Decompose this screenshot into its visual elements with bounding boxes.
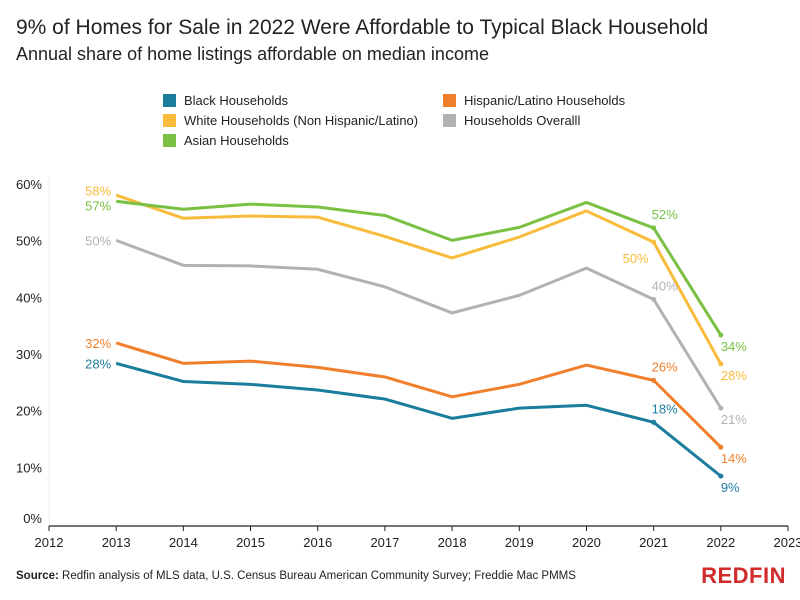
x-tick-label: 2022 <box>706 535 735 550</box>
x-tick-label: 2020 <box>572 535 601 550</box>
x-tick-label: 2015 <box>236 535 265 550</box>
legend-label: Asian Households <box>184 132 289 148</box>
data-label: 50% <box>623 251 649 266</box>
data-label: 26% <box>652 359 678 374</box>
chart-subtitle: Annual share of home listings affordable… <box>16 44 489 64</box>
data-label: 40% <box>652 278 678 293</box>
legend-swatch <box>163 113 176 127</box>
data-label: 9% <box>721 480 740 495</box>
data-point <box>718 361 724 367</box>
data-label: 50% <box>85 233 111 248</box>
data-point <box>651 377 657 383</box>
source-label: Source: <box>16 570 59 582</box>
x-tick-label: 2017 <box>370 535 399 550</box>
legend-item-hispanic: Hispanic/Latino Households <box>443 92 643 108</box>
y-tick-label: 50% <box>16 234 42 249</box>
data-point <box>651 239 657 245</box>
data-label: 28% <box>721 368 747 383</box>
series-line-households-overalll <box>115 238 723 409</box>
legend-swatch <box>443 113 456 127</box>
legend-label: White Households (Non Hispanic/Latino) <box>184 112 419 128</box>
data-label: 21% <box>721 412 747 427</box>
series-line-white-households-non-hispanic-latino- <box>115 193 723 365</box>
x-tick-label: 2019 <box>505 535 534 550</box>
legend-item-white: White Households (Non Hispanic/Latino) <box>163 112 443 128</box>
y-tick-label: 10% <box>16 460 42 475</box>
data-point <box>651 296 657 302</box>
data-label: 14% <box>721 451 747 466</box>
y-tick-label: 20% <box>16 404 42 419</box>
x-tick-label: 2012 <box>35 535 64 550</box>
data-point <box>651 419 657 425</box>
x-tick-label: 2014 <box>169 535 198 550</box>
y-tick-label: 0% <box>23 511 42 526</box>
legend-label: Households Overalll <box>464 112 581 128</box>
data-point <box>651 225 657 231</box>
legend-item-overall: Households Overalll <box>443 112 643 128</box>
legend-item-asian: Asian Households <box>163 132 443 148</box>
source-text: Redfin analysis of MLS data, U.S. Census… <box>62 570 576 582</box>
y-tick-label: 30% <box>16 347 42 362</box>
x-tick-label: 2021 <box>639 535 668 550</box>
data-label: 28% <box>85 356 111 371</box>
x-tick-label: 2018 <box>438 535 467 550</box>
series-line-hispanic-latino-households <box>115 341 722 449</box>
series-line-black-households <box>115 361 722 478</box>
data-point <box>718 405 724 411</box>
legend: Black Households Hispanic/Latino Househo… <box>163 92 643 148</box>
y-tick-label: 40% <box>16 290 42 305</box>
data-point <box>718 473 724 479</box>
chart-title: 9% of Homes for Sale in 2022 Were Afford… <box>16 16 709 39</box>
y-tick-label: 60% <box>16 177 42 192</box>
legend-swatch <box>163 93 176 107</box>
data-label: 32% <box>85 336 111 351</box>
series-line-asian-households <box>116 199 723 336</box>
data-label: 57% <box>85 199 111 214</box>
redfin-logo: REDFIN <box>701 563 786 588</box>
data-point <box>718 332 724 338</box>
data-label: 52% <box>652 207 678 222</box>
legend-swatch <box>163 133 176 147</box>
x-tick-label: 2023 <box>774 535 800 550</box>
legend-item-black: Black Households <box>163 92 443 108</box>
data-label: 18% <box>652 401 678 416</box>
data-label: 34% <box>721 339 747 354</box>
legend-label: Hispanic/Latino Households <box>464 92 626 108</box>
x-tick-label: 2016 <box>303 535 332 550</box>
x-tick-label: 2013 <box>102 535 131 550</box>
legend-label: Black Households <box>184 92 289 108</box>
legend-swatch <box>443 93 456 107</box>
data-label: 58% <box>85 184 111 199</box>
source-note: Source: Redfin analysis of MLS data, U.S… <box>16 570 576 582</box>
data-point <box>718 444 724 450</box>
